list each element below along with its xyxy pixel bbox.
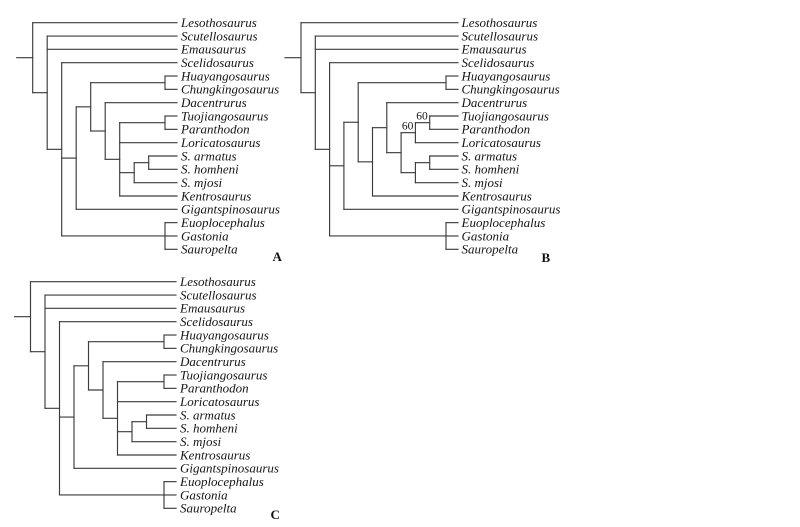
taxon-label-scelidosaurus: Scelidosaurus bbox=[462, 55, 535, 70]
taxon-label-s-mjosi: S. mjosi bbox=[180, 434, 222, 449]
taxon-label-tuojiangosaurus: Tuojiangosaurus bbox=[462, 108, 549, 123]
taxon-label-scutellosaurus: Scutellosaurus bbox=[181, 28, 258, 43]
taxon-label-paranthodon: Paranthodon bbox=[179, 381, 249, 396]
taxon-label-gigantspinosaurus: Gigantspinosaurus bbox=[181, 202, 280, 217]
taxon-label-emausaurus: Emausaurus bbox=[461, 42, 527, 57]
taxon-label-tuojiangosaurus: Tuojiangosaurus bbox=[181, 108, 268, 123]
taxon-label-s-mjosi: S. mjosi bbox=[181, 175, 223, 190]
support-value: 60 bbox=[402, 121, 414, 133]
taxon-label-loricatosaurus: Loricatosaurus bbox=[461, 135, 541, 150]
taxon-label-lesothosaurus: Lesothosaurus bbox=[461, 15, 538, 30]
taxon-label-euoplocephalus: Euoplocephalus bbox=[180, 215, 265, 230]
taxon-label-gastonia: Gastonia bbox=[462, 228, 510, 243]
taxon-label-huayangosaurus: Huayangosaurus bbox=[179, 327, 269, 342]
taxon-label-gigantspinosaurus: Gigantspinosaurus bbox=[180, 461, 279, 476]
taxon-label-emausaurus: Emausaurus bbox=[180, 42, 246, 57]
taxon-label-euoplocephalus: Euoplocephalus bbox=[179, 474, 264, 489]
taxon-label-s-homheni: S. homheni bbox=[180, 421, 238, 436]
taxon-label-s-mjosi: S. mjosi bbox=[462, 175, 504, 190]
panel-letter-C: C bbox=[271, 507, 280, 522]
taxon-label-dacentrurus: Dacentrurus bbox=[461, 95, 528, 110]
taxon-label-s-armatus: S. armatus bbox=[462, 148, 518, 163]
taxon-label-scutellosaurus: Scutellosaurus bbox=[180, 287, 257, 302]
taxon-label-sauropelta: Sauropelta bbox=[180, 501, 237, 516]
taxon-label-paranthodon: Paranthodon bbox=[180, 122, 250, 137]
taxon-label-kentrosaurus: Kentrosaurus bbox=[180, 188, 251, 203]
taxon-label-s-homheni: S. homheni bbox=[462, 162, 520, 177]
taxon-label-gastonia: Gastonia bbox=[180, 487, 228, 502]
taxon-label-chungkingosaurus: Chungkingosaurus bbox=[180, 341, 278, 356]
taxon-label-huayangosaurus: Huayangosaurus bbox=[461, 68, 551, 83]
tree-panel-C: LesothosaurusScutellosaurusEmausaurusSce… bbox=[13, 274, 280, 522]
taxon-label-huayangosaurus: Huayangosaurus bbox=[180, 68, 270, 83]
taxon-label-chungkingosaurus: Chungkingosaurus bbox=[462, 82, 560, 97]
taxon-label-scutellosaurus: Scutellosaurus bbox=[462, 28, 539, 43]
taxon-label-loricatosaurus: Loricatosaurus bbox=[180, 135, 260, 150]
taxon-label-kentrosaurus: Kentrosaurus bbox=[179, 447, 250, 462]
taxon-label-euoplocephalus: Euoplocephalus bbox=[461, 215, 546, 230]
taxon-label-sauropelta: Sauropelta bbox=[181, 242, 238, 257]
panel-letter-B: B bbox=[542, 250, 551, 265]
taxon-label-gastonia: Gastonia bbox=[181, 228, 229, 243]
taxon-label-scelidosaurus: Scelidosaurus bbox=[180, 314, 253, 329]
taxon-label-kentrosaurus: Kentrosaurus bbox=[461, 188, 532, 203]
taxon-label-s-armatus: S. armatus bbox=[181, 148, 237, 163]
taxon-label-paranthodon: Paranthodon bbox=[461, 122, 531, 137]
tree-panel-A: LesothosaurusScutellosaurusEmausaurusSce… bbox=[16, 15, 283, 264]
taxon-label-s-homheni: S. homheni bbox=[181, 162, 239, 177]
taxon-label-chungkingosaurus: Chungkingosaurus bbox=[181, 82, 279, 97]
taxon-label-s-armatus: S. armatus bbox=[180, 407, 236, 422]
taxon-label-gigantspinosaurus: Gigantspinosaurus bbox=[462, 202, 561, 217]
panel-letter-A: A bbox=[273, 249, 283, 264]
taxon-label-lesothosaurus: Lesothosaurus bbox=[180, 15, 257, 30]
taxon-label-dacentrurus: Dacentrurus bbox=[180, 95, 247, 110]
taxon-label-loricatosaurus: Loricatosaurus bbox=[179, 394, 259, 409]
taxon-label-sauropelta: Sauropelta bbox=[462, 242, 519, 257]
taxon-label-scelidosaurus: Scelidosaurus bbox=[181, 55, 254, 70]
taxon-label-lesothosaurus: Lesothosaurus bbox=[179, 274, 256, 289]
support-value: 60 bbox=[416, 111, 428, 123]
taxon-label-tuojiangosaurus: Tuojiangosaurus bbox=[180, 367, 267, 382]
taxon-label-emausaurus: Emausaurus bbox=[179, 301, 245, 316]
tree-panel-B: LesothosaurusScutellosaurusEmausaurusSce… bbox=[284, 15, 561, 265]
taxon-label-dacentrurus: Dacentrurus bbox=[179, 354, 246, 369]
